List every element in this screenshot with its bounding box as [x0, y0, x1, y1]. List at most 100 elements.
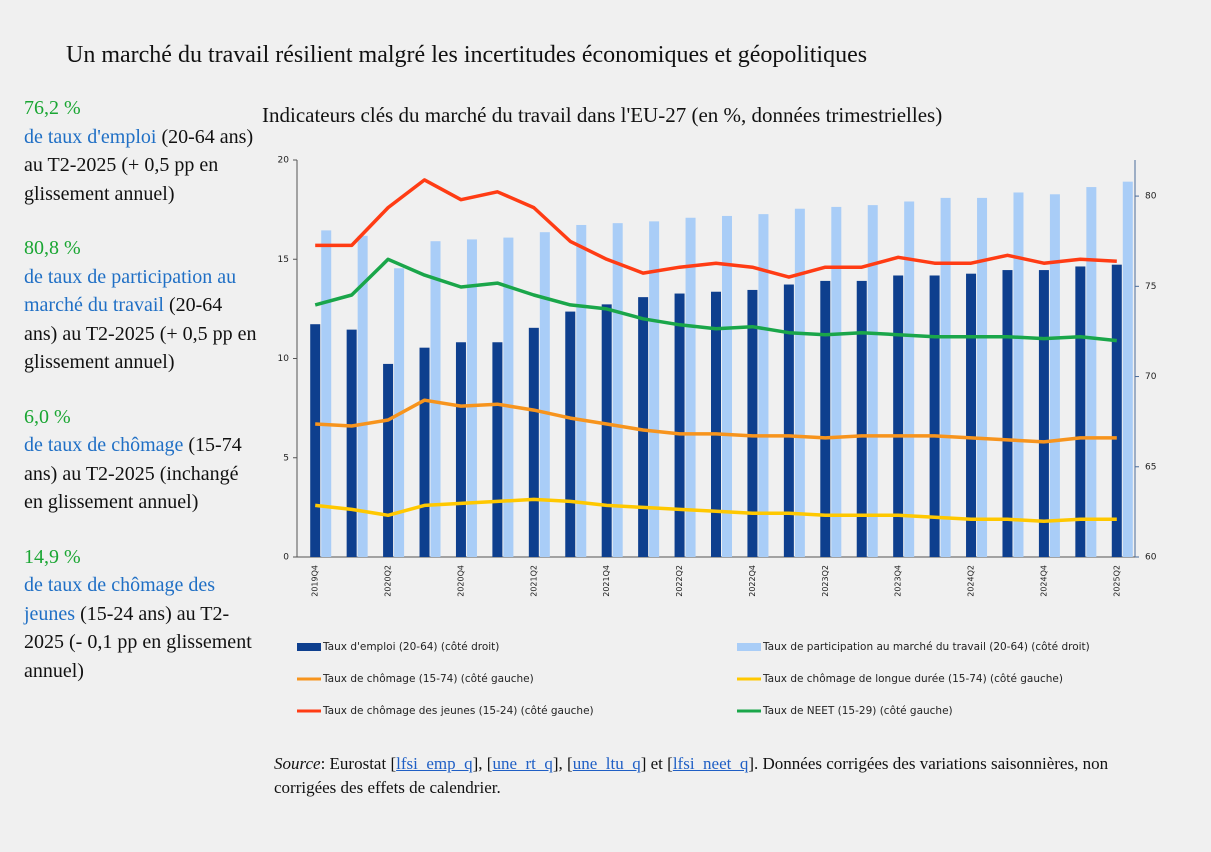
- source-text: ], [: [552, 754, 573, 773]
- legend-swatch: [297, 643, 321, 651]
- chart: Indicateurs clés du marché du travail da…: [262, 103, 1157, 717]
- bar: [1075, 266, 1086, 557]
- bar: [528, 327, 539, 557]
- bar: [820, 280, 831, 557]
- bar: [893, 275, 904, 557]
- bar: [492, 342, 503, 557]
- x-tick-label: 2022Q2: [675, 565, 684, 597]
- bar: [419, 347, 430, 557]
- bar: [940, 197, 951, 558]
- stat-text: (20-64 ans) au T2-2025 (+ 0,5 pp en glis…: [24, 125, 254, 205]
- x-tick-label: 2020Q4: [456, 565, 465, 597]
- y-tick-label: 0: [283, 553, 289, 563]
- bar: [1013, 192, 1024, 557]
- stat-link[interactable]: de taux de chômage des jeunes: [24, 574, 216, 625]
- stat: 6,0 % de taux de chômage (15-74 ans) au T…: [24, 403, 260, 517]
- bar: [929, 275, 940, 557]
- bar: [867, 205, 878, 557]
- bar: [831, 206, 842, 557]
- x-tick-label: 2022Q4: [748, 565, 757, 597]
- bar: [503, 237, 514, 557]
- y-tick-label: 5: [283, 453, 289, 463]
- bar: [1049, 194, 1060, 557]
- bar: [357, 235, 368, 558]
- bar: [565, 311, 576, 557]
- legend-label: Taux de participation au marché du trava…: [762, 641, 1090, 653]
- x-tick-label: 2023Q4: [894, 565, 903, 597]
- x-tick-label: 2025Q2: [1112, 565, 1121, 597]
- x-tick-label: 2020Q2: [384, 565, 393, 597]
- sidebar: 76,2 % de taux d'emploi (20-64 ans) au T2…: [24, 94, 260, 711]
- source-note: Source: Eurostat [lfsi_emp_q], [une_rt_q…: [274, 752, 1174, 800]
- x-tick-label: 2021Q4: [602, 565, 611, 597]
- stat-text: (15-74 ans) au T2-2025 (inchangé en glis…: [24, 434, 242, 513]
- bar: [539, 232, 550, 557]
- x-tick-label: 2024Q2: [967, 565, 976, 597]
- source-text: ] et [: [640, 754, 673, 773]
- bar: [601, 304, 612, 557]
- line-series: [315, 497, 1117, 524]
- stat-link[interactable]: de taux d'emploi: [24, 125, 157, 148]
- bar: [674, 293, 685, 557]
- bar: [1086, 187, 1097, 557]
- y2-tick-label: 70: [1145, 372, 1157, 382]
- bar: [346, 329, 357, 557]
- legend-label: Taux d'emploi (20-64) (côté droit): [322, 641, 499, 653]
- x-tick-label: 2024Q4: [1039, 565, 1048, 597]
- stat: 76,2 % de taux d'emploi (20-64 ans) au T2…: [24, 94, 260, 208]
- bar: [310, 324, 321, 557]
- y-tick-label: 10: [278, 354, 290, 364]
- stat: 80,8 % de taux de participation au marché…: [24, 234, 260, 377]
- legend-label: Taux de chômage (15-74) (côté gauche): [322, 673, 534, 685]
- y2-tick-label: 65: [1145, 462, 1156, 472]
- bar: [321, 230, 332, 558]
- source-link[interactable]: une_ltu_q: [572, 754, 641, 773]
- legend-label: Taux de chômage des jeunes (15-24) (côté…: [322, 705, 594, 717]
- stat-value: 80,8 %: [24, 237, 81, 259]
- stat-value: 14,9 %: [24, 545, 81, 568]
- source-link[interactable]: lfsi_emp_q: [396, 754, 473, 773]
- bar: [977, 197, 988, 558]
- y2-tick-label: 60: [1145, 553, 1157, 563]
- stat-text: (15-24 ans) au T2-2025 (- 0,1 pp en glis…: [24, 602, 252, 682]
- bar: [758, 214, 769, 558]
- bar: [466, 239, 477, 557]
- page-title: Un marché du travail résilient malgré le…: [66, 42, 868, 68]
- stat-link[interactable]: de taux de participation au marché du tr…: [24, 265, 237, 317]
- stat-link[interactable]: de taux de chômage: [24, 434, 184, 456]
- stat: 14,9 % de taux de chômage des jeunes (15-…: [24, 543, 260, 686]
- legend-label: Taux de chômage de longue durée (15-74) …: [762, 673, 1063, 685]
- bar: [383, 363, 394, 557]
- stat-value: 6,0 %: [24, 405, 71, 428]
- bar: [747, 289, 758, 557]
- bar: [612, 223, 623, 557]
- legend-label: Taux de NEET (15-29) (côté gauche): [762, 705, 953, 717]
- bar: [649, 221, 660, 557]
- legend-swatch: [737, 643, 761, 651]
- stat-value: 76,2 %: [24, 97, 81, 119]
- bar: [685, 217, 696, 557]
- bar: [1038, 270, 1049, 557]
- line-series: [315, 178, 1117, 279]
- source-label: Source: [274, 754, 321, 773]
- source-link[interactable]: lfsi_neet_q: [672, 754, 749, 773]
- y2-tick-label: 80: [1145, 192, 1157, 202]
- line-series: [315, 398, 1117, 444]
- bar: [966, 273, 977, 557]
- bar: [904, 201, 915, 557]
- stat-text: (20-64 ans) au T2-2025 (+ 0,5 pp en glis…: [24, 294, 257, 373]
- source-link[interactable]: une_rt_q: [492, 754, 553, 773]
- source-text: : Eurostat [: [320, 754, 397, 773]
- bar: [783, 284, 794, 557]
- y-tick-label: 15: [278, 255, 289, 265]
- bar: [856, 280, 867, 557]
- source-text: ], [: [472, 754, 493, 773]
- y-tick-label: 20: [278, 156, 290, 166]
- bar: [1002, 270, 1013, 557]
- chart-title: Indicateurs clés du marché du travail da…: [262, 103, 942, 127]
- bar: [711, 291, 721, 557]
- bar: [1111, 264, 1122, 557]
- bar: [455, 342, 466, 557]
- bar: [638, 297, 649, 557]
